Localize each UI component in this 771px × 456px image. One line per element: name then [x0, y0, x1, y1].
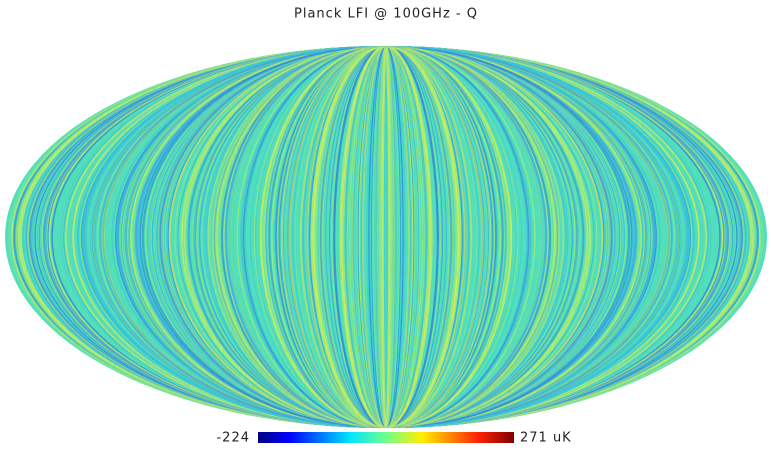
map-title: Planck LFI @ 100GHz - Q — [294, 7, 478, 22]
colorbar-min-label: -224 — [216, 431, 250, 446]
colorbar-max-label: 271 uK — [520, 431, 572, 446]
colorbar — [258, 432, 514, 443]
sky-noise — [5, 46, 767, 428]
